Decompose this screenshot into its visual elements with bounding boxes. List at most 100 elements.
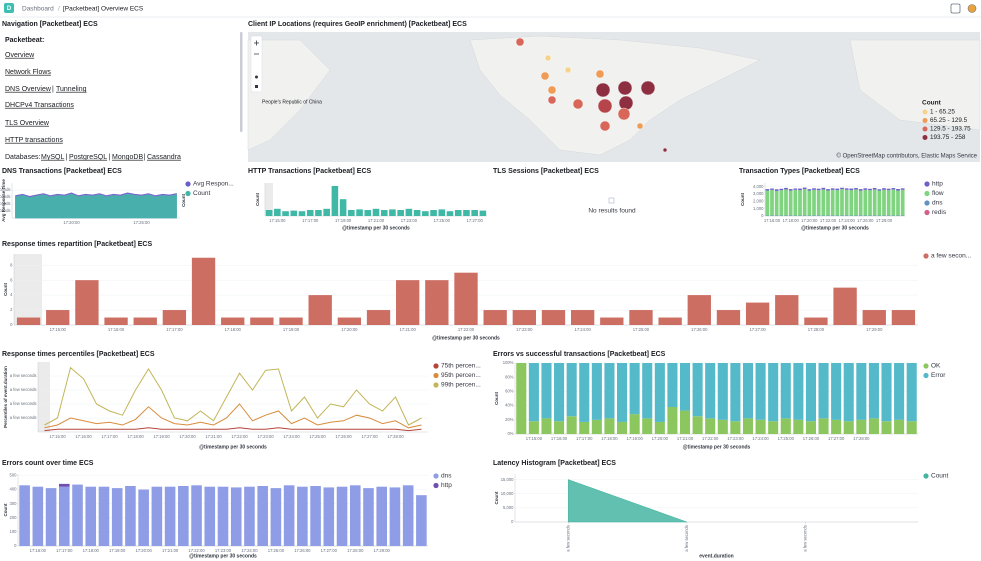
bar bbox=[862, 310, 886, 325]
map-tool-icon bbox=[255, 85, 258, 88]
bar bbox=[742, 363, 754, 419]
map-legend-swatch bbox=[922, 109, 928, 115]
legend-label[interactable]: Count bbox=[193, 190, 211, 197]
bar bbox=[881, 421, 892, 434]
partial-bucket-shade bbox=[14, 254, 42, 325]
bar bbox=[125, 486, 136, 546]
breadcrumb-root[interactable]: Dashboard bbox=[22, 6, 54, 13]
nav-link[interactable]: DNS Overview bbox=[5, 86, 52, 93]
nav-link[interactable]: Tunneling bbox=[56, 86, 87, 93]
bar bbox=[816, 190, 821, 216]
map-point bbox=[617, 107, 631, 121]
bar bbox=[877, 190, 882, 216]
y-axis-label: Count bbox=[3, 283, 8, 296]
x-tick-label: 17:15:00 bbox=[49, 434, 66, 439]
bar bbox=[755, 363, 766, 420]
y-tick-label: a few seconds bbox=[10, 401, 37, 406]
x-tick-label: 17:16:00 bbox=[75, 434, 92, 439]
share-icon[interactable] bbox=[950, 3, 961, 14]
legend-label[interactable]: http bbox=[932, 181, 943, 188]
x-tick-label: 17:22:00 bbox=[702, 436, 719, 441]
legend-label[interactable]: Error bbox=[931, 372, 946, 379]
legend-label[interactable]: OK bbox=[931, 363, 941, 370]
bar bbox=[843, 421, 854, 434]
bar bbox=[717, 419, 728, 434]
bar bbox=[818, 418, 829, 434]
legend-label[interactable]: 95th percen... bbox=[441, 372, 481, 379]
bar bbox=[900, 188, 905, 190]
legend-label[interactable]: 75th percen... bbox=[441, 363, 481, 370]
legend-label[interactable]: Avg Respon... bbox=[193, 181, 234, 188]
legend-label[interactable]: http bbox=[441, 482, 452, 489]
bar bbox=[463, 210, 470, 216]
x-tick-label: 17:17:00 bbox=[576, 436, 593, 441]
bar bbox=[770, 188, 774, 190]
bar bbox=[541, 310, 566, 325]
legend-label[interactable]: 99th percen... bbox=[441, 382, 481, 389]
bar bbox=[151, 486, 163, 546]
nav-link[interactable]: TLS Overview bbox=[5, 120, 50, 127]
bar bbox=[642, 418, 653, 434]
legend-label[interactable]: Count bbox=[931, 473, 949, 480]
bar bbox=[654, 421, 665, 434]
x-tick-label: 17:19:00 bbox=[626, 436, 643, 441]
x-tick-label: 17:15:00 bbox=[526, 436, 543, 441]
x-tick-label: 17:24:00 bbox=[574, 327, 591, 332]
bar bbox=[812, 189, 816, 216]
bar bbox=[591, 363, 602, 420]
user-avatar[interactable] bbox=[967, 4, 977, 13]
x-tick-label: 17:27:00 bbox=[361, 434, 378, 439]
map-point bbox=[597, 98, 613, 114]
bar bbox=[891, 310, 916, 325]
x-tick-label: 17:20:00 bbox=[63, 220, 80, 225]
bar bbox=[833, 287, 857, 325]
bar bbox=[430, 210, 437, 216]
bar bbox=[405, 208, 413, 216]
map-point bbox=[617, 80, 633, 96]
bar bbox=[667, 407, 678, 434]
bar bbox=[310, 486, 321, 546]
bar bbox=[162, 310, 187, 325]
nav-link[interactable]: MySQL bbox=[41, 154, 64, 161]
legend-label[interactable]: a few secon... bbox=[931, 253, 971, 260]
bar bbox=[315, 210, 322, 216]
nav-link[interactable]: PostgreSQL bbox=[69, 154, 107, 161]
y-tick-label: 400 bbox=[10, 487, 18, 492]
app-logo[interactable] bbox=[4, 3, 14, 13]
nav-link[interactable]: Overview bbox=[5, 52, 35, 59]
nav-scrollbar bbox=[240, 32, 243, 132]
nav-link[interactable]: DHCPv4 Transactions bbox=[5, 102, 74, 109]
bar bbox=[831, 419, 842, 434]
nav-link[interactable]: MongoDB bbox=[112, 154, 143, 161]
x-tick-label: 17:18:00 bbox=[225, 327, 242, 332]
nav-link[interactable]: Cassandra bbox=[147, 154, 181, 161]
legend-label[interactable]: dns bbox=[932, 200, 943, 207]
legend-swatch bbox=[433, 382, 439, 388]
bar bbox=[775, 295, 799, 325]
bar bbox=[774, 190, 779, 216]
legend-label[interactable]: flow bbox=[932, 190, 944, 197]
map-legend-swatch bbox=[922, 135, 928, 140]
bar bbox=[133, 317, 157, 325]
x-tick-label: 17:16:00 bbox=[551, 436, 568, 441]
legend-label[interactable]: dns bbox=[441, 473, 452, 480]
map-point bbox=[640, 80, 656, 96]
panel-title: HTTP Transactions [Packetbeat] ECS bbox=[248, 168, 372, 175]
bar bbox=[894, 363, 905, 420]
y-axis-label: Avg Response Time bbox=[1, 179, 6, 222]
map-controls[interactable] bbox=[250, 35, 263, 93]
partial-bucket-shade bbox=[265, 183, 273, 216]
nav-link[interactable]: Network Flows bbox=[5, 69, 51, 76]
x-tick-label: 17:24:00 bbox=[283, 434, 300, 439]
bar bbox=[830, 188, 835, 190]
bar bbox=[111, 488, 123, 546]
bar bbox=[900, 189, 905, 216]
bar bbox=[906, 421, 917, 434]
y-axis-label: Count bbox=[3, 503, 8, 516]
legend-label[interactable]: redis bbox=[932, 209, 947, 216]
x-tick-label: 17:26:00 bbox=[857, 218, 874, 223]
nav-link[interactable]: HTTP transactions bbox=[5, 137, 63, 144]
y-tick-label: a few seconds bbox=[10, 373, 37, 378]
x-tick-label: 17:26:00 bbox=[803, 436, 820, 441]
bar bbox=[604, 363, 615, 419]
